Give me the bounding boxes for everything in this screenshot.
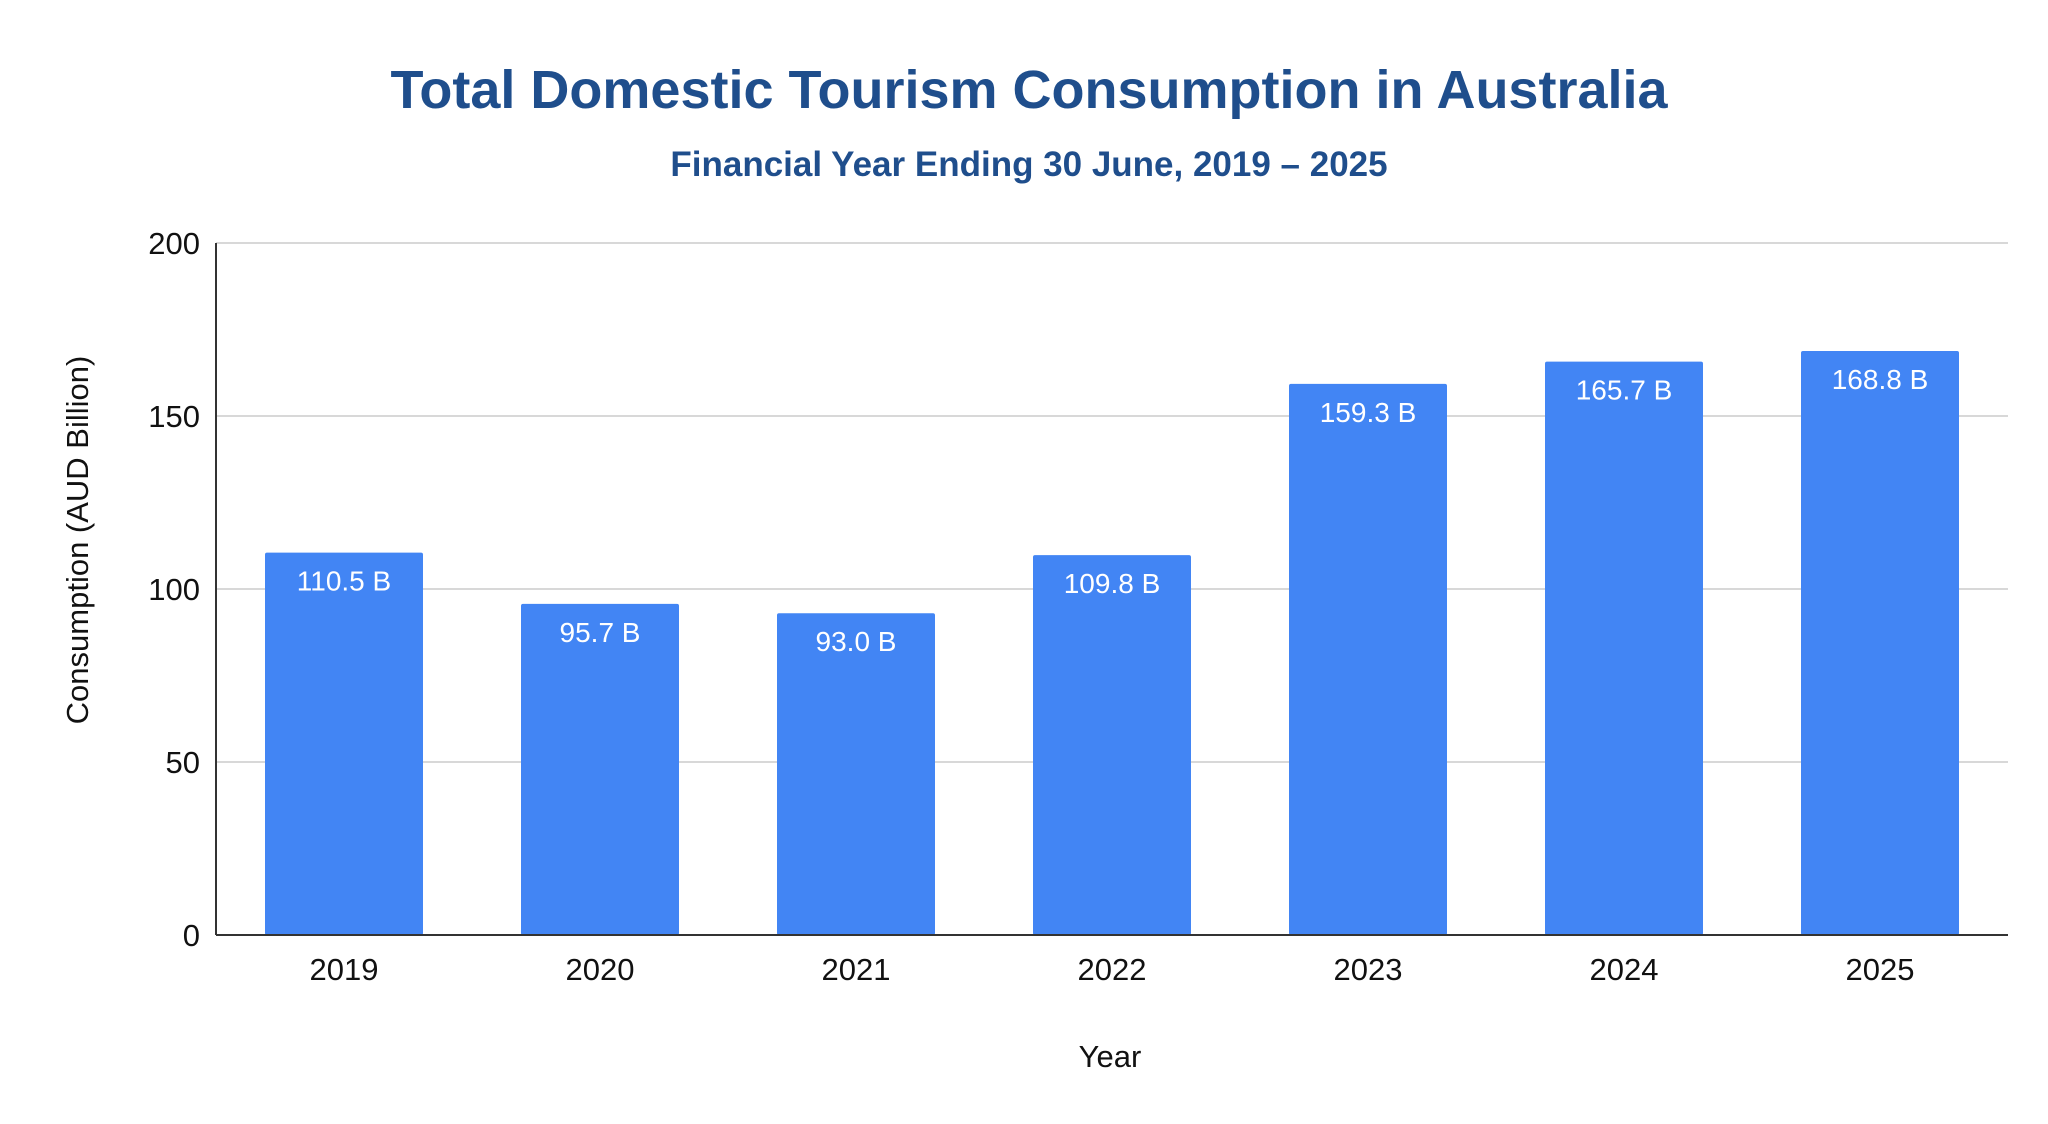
x-tick-label: 2024 [1590,952,1659,987]
x-tick-labels: 2019 2020 2021 2022 2023 2024 2025 [310,952,1915,987]
bar [1289,383,1447,935]
y-tick-labels: 0 50 100 150 200 [148,226,200,953]
data-label: 93.0 B [816,626,897,657]
data-label: 159.3 B [1320,397,1417,428]
data-label: 165.7 B [1576,375,1673,406]
y-tick-label: 100 [148,572,200,607]
axes [215,243,2008,936]
data-label: 168.8 B [1832,364,1929,395]
bar [1801,350,1959,935]
y-axis-title: Consumption (AUD Billion) [60,356,95,725]
chart-subtitle: Financial Year Ending 30 June, 2019 – 20… [670,145,1387,184]
x-tick-label: 2020 [566,952,635,987]
bar [265,552,423,935]
data-labels: 110.5 B 95.7 B 93.0 B 109.8 B 159.3 B 165.7 B… [297,364,1928,657]
data-label: 95.7 B [560,617,641,648]
x-tick-label: 2025 [1846,952,1915,987]
y-tick-label: 200 [148,226,200,261]
bar [777,613,935,935]
bar [1033,555,1191,935]
bars [265,350,1959,936]
x-tick-label: 2021 [822,952,891,987]
x-tick-label: 2022 [1078,952,1147,987]
y-tick-label: 0 [183,918,200,953]
x-tick-label: 2019 [310,952,379,987]
bar [1545,361,1703,936]
x-tick-label: 2023 [1334,952,1403,987]
y-tick-label: 50 [166,745,200,780]
x-axis-title: Year [1079,1039,1142,1074]
data-label: 109.8 B [1064,568,1161,599]
data-label: 110.5 B [297,566,391,597]
y-tick-label: 150 [148,399,200,434]
bar [521,603,679,935]
chart-title: Total Domestic Tourism Consumption in Au… [390,60,1668,120]
